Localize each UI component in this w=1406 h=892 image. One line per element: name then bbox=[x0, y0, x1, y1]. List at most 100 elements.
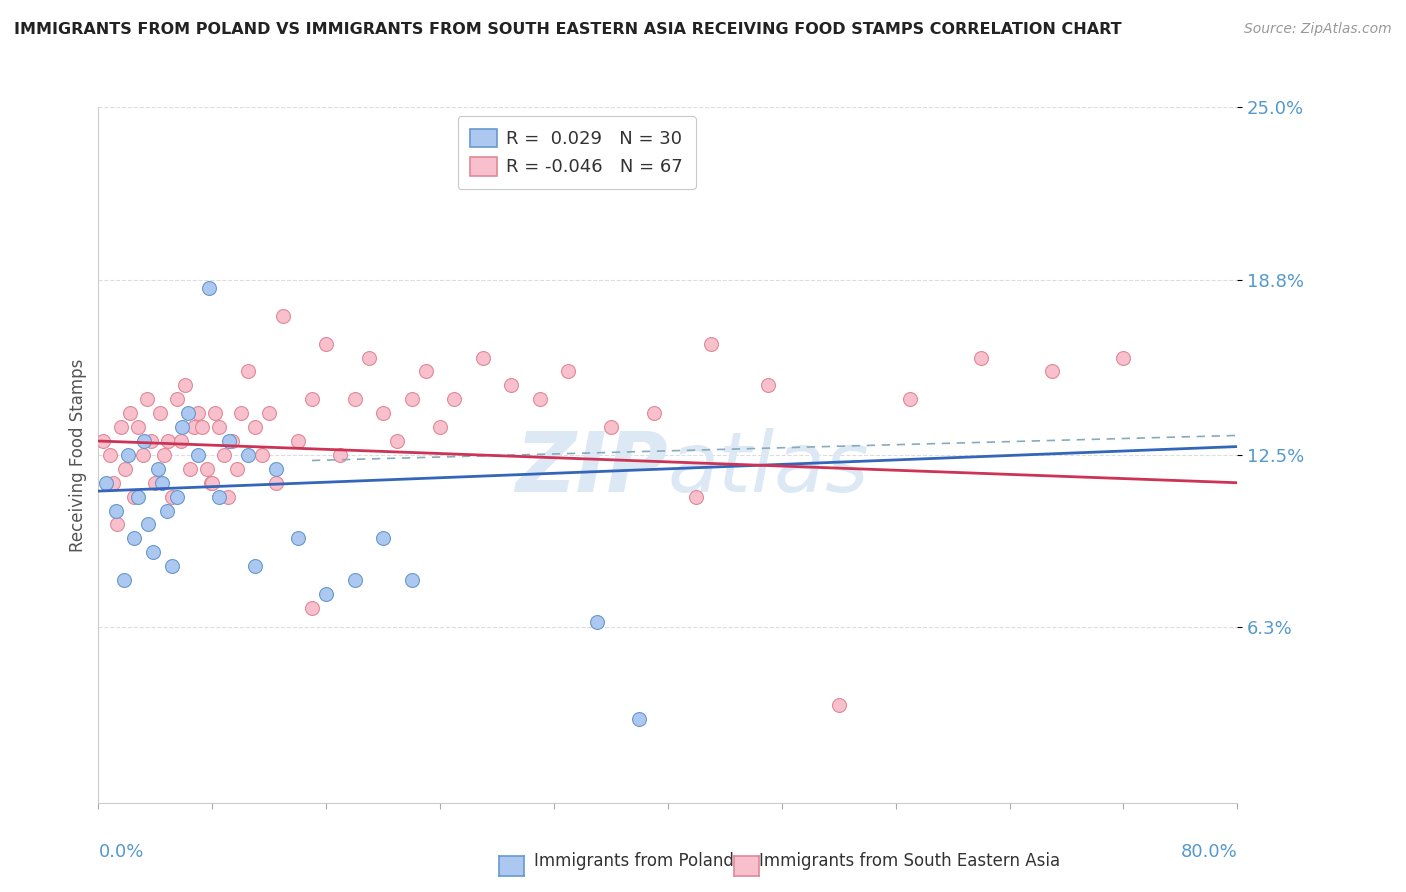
Point bbox=[201, 475, 224, 490]
Point bbox=[101, 475, 124, 490]
Point bbox=[236, 364, 259, 378]
Point bbox=[643, 406, 665, 420]
Point bbox=[172, 420, 194, 434]
Point bbox=[131, 448, 153, 462]
Point bbox=[127, 420, 149, 434]
Text: IMMIGRANTS FROM POLAND VS IMMIGRANTS FROM SOUTH EASTERN ASIA RECEIVING FOOD STAM: IMMIGRANTS FROM POLAND VS IMMIGRANTS FRO… bbox=[14, 22, 1122, 37]
Point bbox=[139, 434, 162, 448]
Point bbox=[170, 434, 193, 448]
Point bbox=[177, 406, 200, 420]
Point bbox=[415, 364, 437, 378]
Point bbox=[401, 392, 423, 407]
Point bbox=[118, 406, 141, 420]
Point bbox=[557, 364, 579, 378]
Point bbox=[166, 392, 188, 407]
Point bbox=[148, 462, 170, 476]
Point bbox=[628, 712, 651, 726]
Point bbox=[149, 406, 172, 420]
Text: Source: ZipAtlas.com: Source: ZipAtlas.com bbox=[1244, 22, 1392, 37]
Point bbox=[218, 434, 240, 448]
Point bbox=[127, 490, 149, 504]
Point bbox=[315, 587, 337, 601]
Point bbox=[132, 434, 155, 448]
Text: ZIP: ZIP bbox=[515, 428, 668, 509]
Point bbox=[600, 420, 623, 434]
Point bbox=[315, 336, 337, 351]
Point bbox=[104, 503, 127, 517]
Point bbox=[529, 392, 551, 407]
Point bbox=[343, 573, 366, 587]
Point bbox=[136, 517, 159, 532]
Point bbox=[187, 406, 209, 420]
Point bbox=[221, 434, 243, 448]
Point bbox=[198, 281, 221, 295]
Text: atlas: atlas bbox=[668, 428, 869, 509]
Point bbox=[1040, 364, 1063, 378]
Point bbox=[685, 490, 707, 504]
Point bbox=[828, 698, 851, 713]
Point bbox=[301, 392, 323, 407]
Point bbox=[229, 406, 252, 420]
Point bbox=[1112, 351, 1135, 365]
Point bbox=[585, 615, 607, 629]
Point bbox=[135, 392, 157, 407]
Point bbox=[259, 406, 281, 420]
Point bbox=[156, 503, 179, 517]
Text: Immigrants from South Eastern Asia: Immigrants from South Eastern Asia bbox=[759, 852, 1060, 870]
Point bbox=[243, 420, 266, 434]
Point bbox=[195, 462, 218, 476]
Point bbox=[243, 559, 266, 574]
Point bbox=[105, 517, 128, 532]
Point bbox=[329, 448, 352, 462]
Point bbox=[204, 406, 226, 420]
Point bbox=[114, 462, 136, 476]
Point bbox=[208, 420, 231, 434]
Point bbox=[110, 420, 132, 434]
Point bbox=[236, 448, 259, 462]
Point bbox=[443, 392, 465, 407]
Point bbox=[183, 420, 205, 434]
Point bbox=[200, 475, 222, 490]
Point bbox=[371, 532, 394, 546]
Point bbox=[301, 601, 323, 615]
Point bbox=[141, 545, 163, 559]
Point bbox=[501, 378, 523, 392]
Point bbox=[898, 392, 921, 407]
Point bbox=[217, 490, 239, 504]
Point bbox=[122, 490, 145, 504]
Point bbox=[343, 392, 366, 407]
Point bbox=[225, 462, 247, 476]
Point bbox=[471, 351, 494, 365]
Point bbox=[162, 559, 184, 574]
Text: Immigrants from Poland: Immigrants from Poland bbox=[534, 852, 734, 870]
Point bbox=[187, 448, 209, 462]
Point bbox=[112, 573, 135, 587]
Point bbox=[266, 475, 288, 490]
Point bbox=[145, 475, 167, 490]
Point bbox=[250, 448, 273, 462]
Point bbox=[98, 448, 121, 462]
Point bbox=[152, 475, 174, 490]
Point bbox=[208, 490, 231, 504]
Point bbox=[117, 448, 139, 462]
Point bbox=[401, 573, 423, 587]
Legend: R =  0.029   N = 30, R = -0.046   N = 67: R = 0.029 N = 30, R = -0.046 N = 67 bbox=[458, 116, 696, 189]
Point bbox=[699, 336, 721, 351]
Point bbox=[429, 420, 451, 434]
Point bbox=[157, 434, 180, 448]
Point bbox=[153, 448, 176, 462]
Point bbox=[91, 434, 114, 448]
Point bbox=[212, 448, 235, 462]
Point bbox=[179, 462, 201, 476]
Point bbox=[266, 462, 288, 476]
Point bbox=[174, 378, 197, 392]
Point bbox=[94, 475, 117, 490]
Point bbox=[287, 532, 309, 546]
Point bbox=[970, 351, 993, 365]
Point bbox=[287, 434, 309, 448]
Point bbox=[387, 434, 409, 448]
Text: 80.0%: 80.0% bbox=[1181, 843, 1237, 861]
Point bbox=[122, 532, 145, 546]
Text: 0.0%: 0.0% bbox=[98, 843, 143, 861]
Point bbox=[273, 309, 295, 323]
